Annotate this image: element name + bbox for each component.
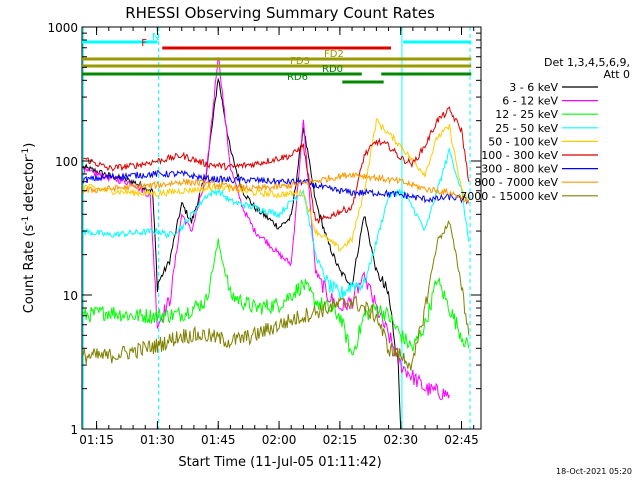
y-tick-label-1000: 1000 [47, 21, 78, 35]
flag-bars: NF FD2 FD3 RD0 RD6 [82, 32, 472, 84]
y-axis-label-mid: detector [22, 156, 37, 216]
legend-label-300-800-kev: 300 - 800 keV [481, 163, 558, 176]
flag-label-fd2: FD2 [324, 49, 344, 60]
y-tick-label-1: 1 [70, 423, 78, 437]
flag-label-rd6: RD6 [287, 72, 308, 83]
series-line-300-800-kev [82, 169, 470, 205]
legend-header-line-2: Att 0 [604, 68, 630, 81]
plot-frame [81, 26, 482, 430]
axis-ticks: 01:15 01:30 01:45 02:00 02:15 02:30 02:45 1 10 10… [47, 21, 481, 447]
legend-header-line-1: Det 1,3,4,5,6,9, [544, 56, 630, 69]
legend-label-800-7000-kev: 800 - 7000 keV [474, 176, 558, 189]
series-line-12-25-kev [82, 238, 470, 356]
series-line-50-100-kev [82, 118, 469, 252]
flag-label-f: F [141, 38, 147, 49]
y-axis-label-end: ) [22, 143, 37, 148]
series-line-100-300-kev [83, 106, 470, 224]
x-tick-label-02-15: 02:15 [323, 433, 358, 447]
datestamp: 18-Oct-2021 05:20 [556, 467, 632, 476]
y-axis-label: Count Rate (s-1 detector-1) [21, 143, 37, 314]
series-line-6-12-kev [83, 57, 450, 401]
flag-label-fd3: FD3 [290, 56, 310, 67]
x-tick-label-02-00: 02:00 [262, 433, 297, 447]
series-line-800-7000-kev [82, 172, 470, 204]
x-tick-label-02-30: 02:30 [383, 433, 418, 447]
legend-label-100-300-kev: 100 - 300 keV [481, 149, 558, 162]
x-tick-label-02-45: 02:45 [444, 433, 479, 447]
x-tick-label-01-45: 01:45 [201, 433, 236, 447]
y-axis-label-sup1: -1 [21, 216, 31, 225]
plot-area [82, 27, 471, 430]
series-line-3-6-kev [82, 77, 402, 430]
legend-label-3-6-kev: 3 - 6 keV [509, 81, 558, 94]
legend-label-6-12-kev: 6 - 12 keV [502, 95, 558, 108]
legend-label-12-25-kev: 12 - 25 keV [495, 108, 558, 121]
y-tick-label-100: 100 [55, 155, 78, 169]
x-tick-label-01-15: 01:15 [79, 433, 114, 447]
series-line-7000-15000-kev [82, 220, 470, 371]
y-axis-label-sup2: -1 [21, 148, 31, 157]
chart-title: RHESSI Observing Summary Count Rates [125, 4, 435, 22]
legend-label-7000-15000-kev: 7000 - 15000 keV [460, 190, 558, 203]
y-tick-label-10: 10 [63, 289, 78, 303]
flag-label-n: N [152, 32, 159, 43]
x-axis-label: Start Time (11-Jul-05 01:11:42) [178, 455, 381, 470]
y-axis-label-main: Count Rate (s [22, 225, 37, 314]
flag-label-rd0: RD0 [322, 64, 343, 75]
legend-label-25-50-kev: 25 - 50 keV [495, 122, 558, 135]
legend-label-50-100-kev: 50 - 100 keV [488, 135, 558, 148]
x-tick-label-01-30: 01:30 [140, 433, 175, 447]
